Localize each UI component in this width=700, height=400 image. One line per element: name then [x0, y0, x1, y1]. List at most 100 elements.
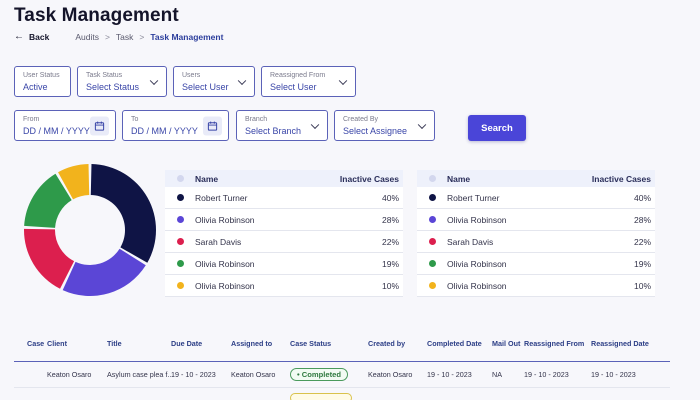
column-case: Case — [27, 339, 45, 348]
to-value: DD / MM / YYYY — [131, 126, 198, 136]
reassigned-from-value: Select User — [270, 82, 317, 92]
donut-slice — [23, 228, 75, 289]
branch-select[interactable]: Branch Select Branch — [236, 110, 328, 141]
from-label: From — [23, 116, 40, 123]
back-label: Back — [29, 31, 50, 42]
legend-dot — [428, 194, 436, 201]
donut-slice — [58, 164, 90, 200]
status-badge-label: Completed — [301, 370, 342, 379]
column-title: Title — [107, 339, 122, 348]
name-column-header: Name — [447, 173, 471, 184]
case-row-name: Olivia Robinson — [195, 280, 255, 291]
created-by-value: Select Assignee — [343, 126, 408, 136]
column-reassigned-from: Reassigned From — [524, 339, 585, 348]
cell-title: Asylum case plea f... — [107, 370, 174, 379]
case-row: Robert Turner 40% — [417, 187, 655, 209]
case-row-percent: 40% — [381, 192, 399, 203]
case-row: Olivia Robinson 28% — [165, 209, 403, 231]
table-row[interactable]: Keaton Osaro Asylum case plea f... 19 - … — [14, 362, 670, 388]
case-row: Sarah Davis 22% — [165, 231, 403, 253]
header-dot — [176, 175, 184, 182]
donut-slice — [62, 248, 146, 296]
breadcrumb-task[interactable]: Task — [115, 31, 134, 42]
created-by-label: Created By — [343, 116, 379, 123]
user-status-value: Active — [23, 82, 48, 92]
reassigned-from-label: Reassigned From — [270, 72, 326, 79]
inactive-cases-table-right: Name Inactive Cases Robert Turner 40% Oliv… — [417, 170, 655, 297]
case-row: Olivia Robinson 19% — [417, 253, 655, 275]
column-case-status: Case Status — [290, 339, 332, 348]
donut-slice — [24, 173, 72, 228]
inactive-cases-donut-chart — [23, 164, 156, 296]
task-status-label: Task Status — [86, 72, 123, 79]
cell-completed-date: 19 - 10 - 2023 — [427, 370, 472, 379]
case-row: Olivia Robinson 19% — [165, 253, 403, 275]
calendar-icon[interactable] — [203, 116, 222, 135]
task-status-select[interactable]: Task Status Select Status — [77, 66, 167, 97]
inactive-cases-column-header: Inactive Cases — [339, 173, 399, 184]
header-dot — [428, 175, 436, 182]
column-client: Client — [47, 339, 67, 348]
table-row-partial — [14, 388, 670, 400]
breadcrumb-audits[interactable]: Audits — [75, 31, 99, 42]
to-date-field[interactable]: To DD / MM / YYYY — [122, 110, 229, 141]
cell-created-by: Keaton Osaro — [368, 370, 413, 379]
users-select[interactable]: Users Select User — [173, 66, 255, 97]
breadcrumb: ← Back Audits > Task > Task Management — [14, 31, 223, 42]
reassigned-from-select[interactable]: Reassigned From Select User — [261, 66, 356, 97]
back-button[interactable]: ← Back — [14, 31, 49, 42]
to-label: To — [131, 116, 139, 123]
column-created-by: Created by — [368, 339, 406, 348]
cell-assigned-to: Keaton Osaro — [231, 370, 276, 379]
user-status-label: User Status — [23, 72, 60, 79]
table-header: Name Inactive Cases — [165, 170, 403, 187]
users-label: Users — [182, 72, 201, 79]
task-status-value: Select Status — [86, 82, 140, 92]
tasks-table-header: Case Client Title Due Date Assigned to C… — [14, 326, 670, 362]
cell-reassigned-date: 19 - 10 - 2023 — [591, 370, 636, 379]
case-row-name: Olivia Robinson — [195, 258, 255, 269]
case-row-name: Olivia Robinson — [195, 214, 255, 225]
from-value: DD / MM / YYYY — [23, 126, 90, 136]
case-row-name: Olivia Robinson — [447, 258, 507, 269]
tasks-table: Case Client Title Due Date Assigned to C… — [14, 326, 670, 400]
case-row-percent: 22% — [633, 236, 651, 247]
case-row-name: Sarah Davis — [195, 236, 242, 247]
breadcrumb-separator: > — [139, 31, 145, 42]
inactive-cases-column-header: Inactive Cases — [591, 173, 651, 184]
column-assigned-to: Assigned to — [231, 339, 273, 348]
table-header: Name Inactive Cases — [417, 170, 655, 187]
legend-dot — [176, 194, 184, 201]
case-row-percent: 22% — [381, 236, 399, 247]
status-badge: • Completed — [290, 368, 349, 381]
search-button[interactable]: Search — [468, 115, 526, 141]
legend-dot — [428, 238, 436, 245]
branch-value: Select Branch — [245, 126, 302, 136]
legend-dot — [428, 282, 436, 289]
column-due-date: Due Date — [171, 339, 203, 348]
case-row-percent: 10% — [381, 280, 399, 291]
users-value: Select User — [182, 82, 229, 92]
cell-reassigned-from: 19 - 10 - 2023 — [524, 370, 569, 379]
case-row-percent: 40% — [633, 192, 651, 203]
case-row-percent: 10% — [633, 280, 651, 291]
donut-slice — [90, 164, 156, 263]
created-by-select[interactable]: Created By Select Assignee — [334, 110, 435, 141]
case-row-percent: 19% — [381, 258, 399, 269]
breadcrumb-task-management: Task Management — [150, 31, 224, 42]
case-row-percent: 28% — [633, 214, 651, 225]
case-row: Olivia Robinson 10% — [165, 275, 403, 297]
case-row: Sarah Davis 22% — [417, 231, 655, 253]
user-status-select[interactable]: User Status Active — [14, 66, 71, 97]
legend-dot — [428, 216, 436, 223]
from-date-field[interactable]: From DD / MM / YYYY — [14, 110, 116, 141]
case-row: Robert Turner 40% — [165, 187, 403, 209]
case-row-percent: 28% — [381, 214, 399, 225]
legend-dot — [176, 282, 184, 289]
legend-dot — [176, 260, 184, 267]
arrow-left-icon: ← — [14, 31, 24, 42]
status-badge — [290, 393, 352, 400]
page-title: Task Management — [14, 5, 179, 26]
calendar-icon[interactable] — [90, 116, 109, 135]
inactive-cases-table-left: Name Inactive Cases Robert Turner 40% Oliv… — [165, 170, 403, 297]
